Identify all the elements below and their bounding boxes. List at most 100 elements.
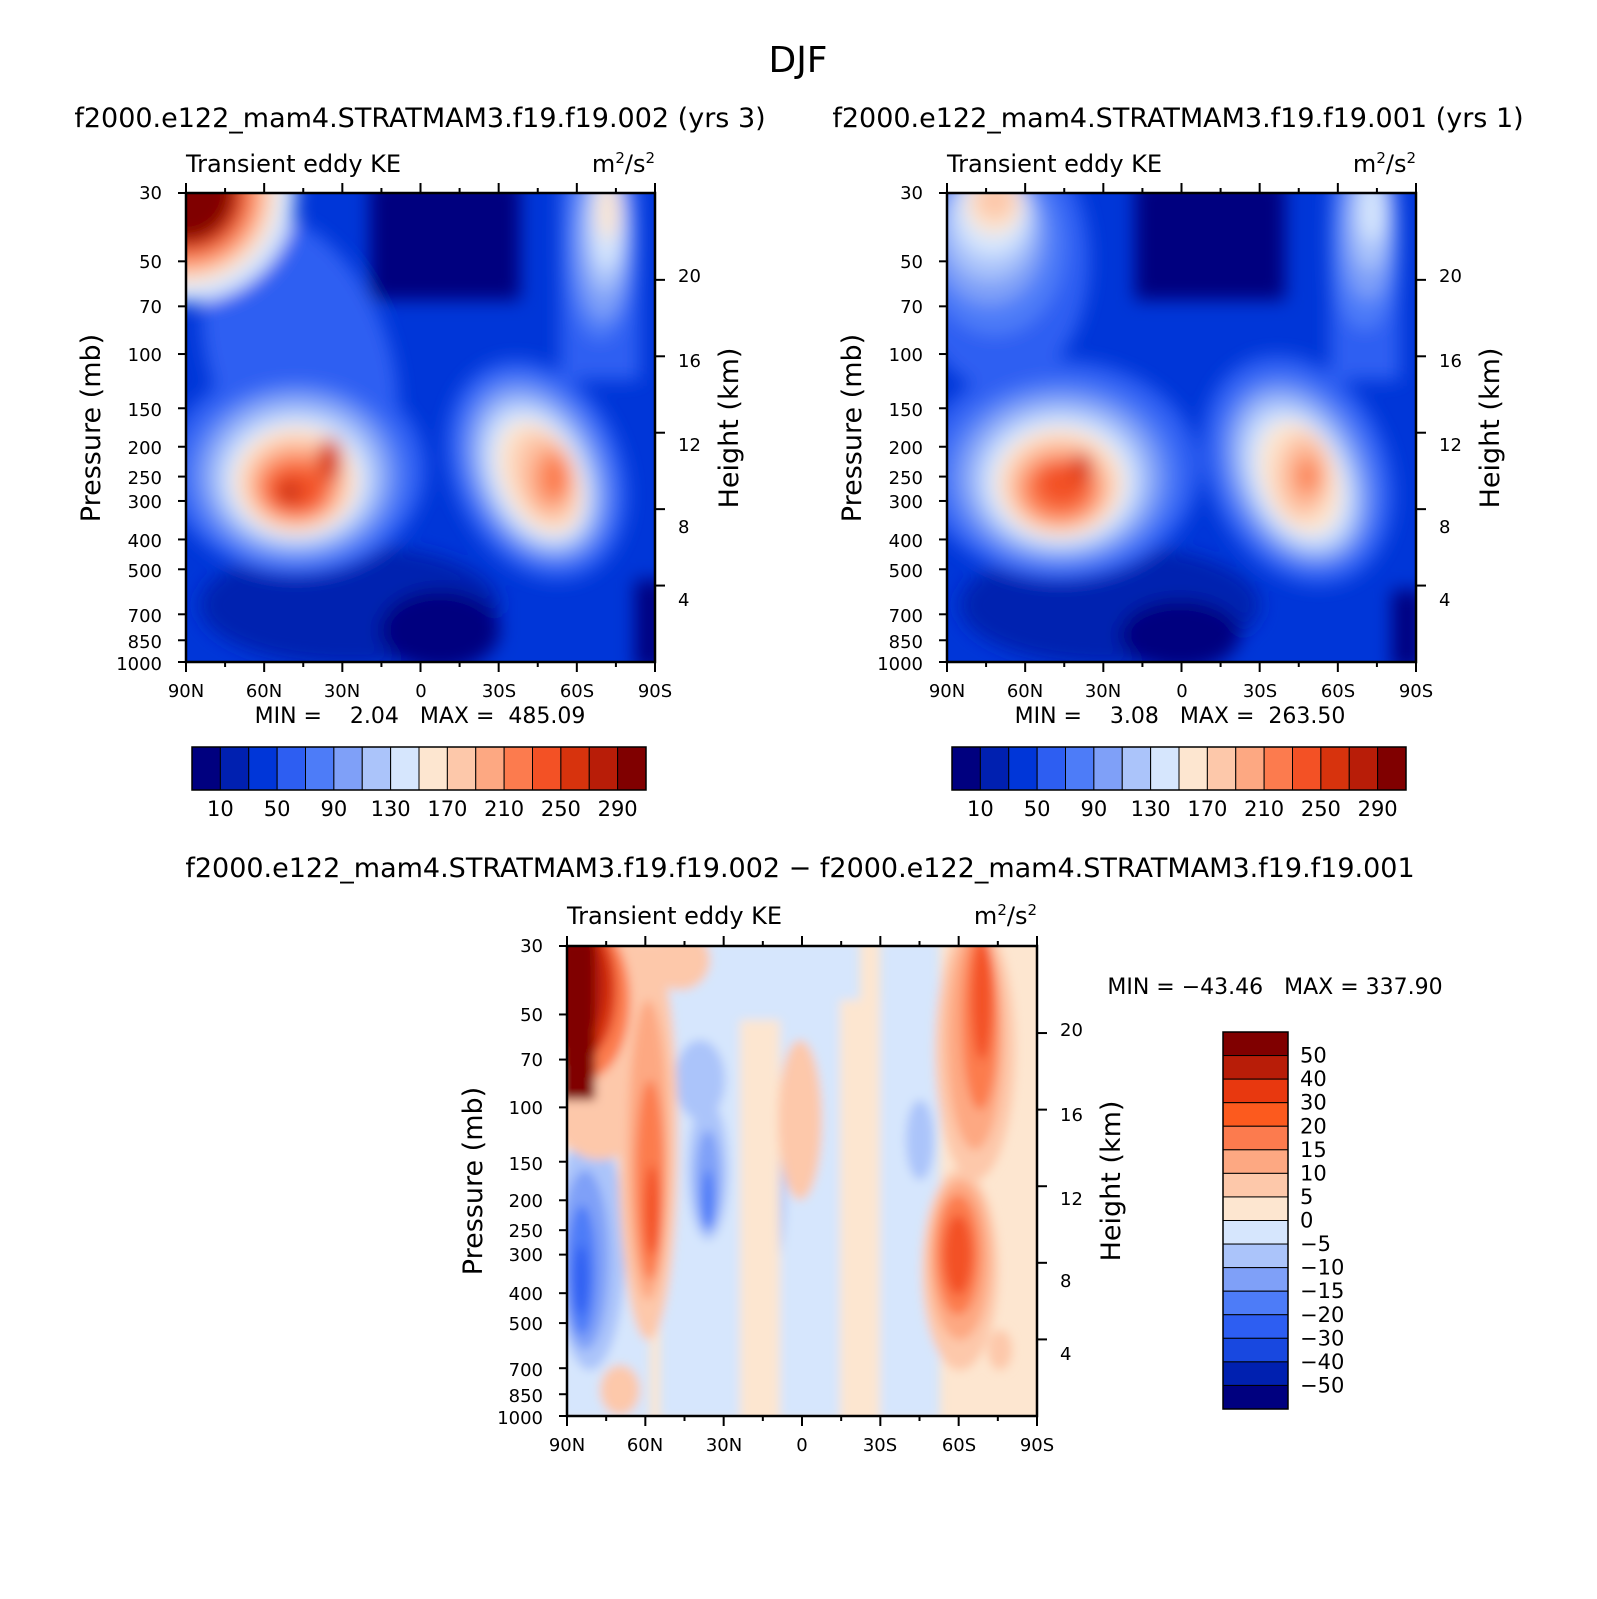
- colorbar-label: 170: [1187, 797, 1227, 821]
- y-tick-label: 850: [128, 632, 162, 653]
- colorbar-label: 90: [1081, 797, 1108, 821]
- colorbar-box: [1222, 1149, 1289, 1174]
- y-tick-label: 850: [889, 632, 923, 653]
- y-tick-label: 30: [900, 183, 923, 204]
- y2-tick-label: 20: [1060, 1020, 1083, 1041]
- min-max-bottom: MIN = −43.46 MAX = 337.90: [1107, 975, 1442, 1000]
- colorbar-label: −50: [1300, 1373, 1344, 1397]
- colorbar-label: 170: [427, 797, 467, 821]
- y2-tick-label: 16: [678, 351, 701, 372]
- colorbar-box: [305, 746, 335, 791]
- colorbar-label: 30: [1300, 1091, 1327, 1115]
- colorbar-box: [617, 746, 647, 791]
- colorbar-box: [1222, 1055, 1289, 1080]
- colorbar-label: 50: [264, 797, 291, 821]
- y2-tick-label: 4: [1439, 590, 1450, 611]
- x-tick-label: 30N: [1085, 681, 1121, 702]
- case-title-top-left: f2000.e122_mam4.STRATMAM3.f19.f19.002 (y…: [74, 103, 765, 134]
- colorbar-box: [588, 746, 619, 791]
- colorbar-label: 5: [1300, 1185, 1313, 1209]
- chart-title-bottom: Transient eddy KE: [566, 902, 782, 930]
- y-tick-label: 700: [509, 1360, 543, 1381]
- colorbar-box: [1222, 1314, 1289, 1339]
- colorbar-label: 250: [541, 797, 581, 821]
- colorbar-box: [1222, 1196, 1289, 1221]
- x-tick-label: 30S: [863, 1435, 897, 1456]
- y-tick-label: 250: [128, 468, 162, 489]
- y-tick-label: 250: [509, 1221, 543, 1242]
- colorbar-box: [276, 746, 306, 791]
- y2-tick-label: 12: [1060, 1189, 1083, 1210]
- min-max-top-right: MIN = 3.08 MAX = 263.50: [1015, 704, 1346, 729]
- colorbar-box: [560, 746, 590, 791]
- colorbar-label: 50: [1300, 1044, 1327, 1068]
- colorbar-label: 40: [1300, 1067, 1327, 1091]
- contour-field-top-right: [947, 193, 1416, 662]
- x-tick-label: 30S: [482, 681, 516, 702]
- colorbar-box: [1235, 746, 1265, 791]
- colorbar-label: 210: [1244, 797, 1284, 821]
- colorbar-box: [1121, 746, 1152, 791]
- y2-tick-label: 20: [1439, 266, 1462, 287]
- x-ticks-top-right: 90N 60N 30N 0 30S 60S 90S: [929, 681, 1433, 702]
- y-tick-label: 30: [520, 936, 543, 957]
- colorbar-box: [1377, 746, 1407, 791]
- y2-tick-label: 20: [678, 266, 701, 287]
- y2-tick-label: 4: [1060, 1344, 1071, 1365]
- y-tick-label: 300: [509, 1245, 543, 1266]
- colorbar-box: [1320, 746, 1350, 791]
- x-tick-label: 90N: [549, 1435, 585, 1456]
- x-tick-label: 0: [1176, 681, 1187, 702]
- x-tick-label: 90N: [929, 681, 965, 702]
- units-top-right: m2/s2: [1353, 149, 1416, 178]
- colorbar-box: [1222, 1125, 1289, 1151]
- chart-title-top-left: Transient eddy KE: [185, 150, 401, 178]
- colorbar-box: [475, 746, 505, 791]
- colorbar-box: [1222, 1102, 1289, 1127]
- colorbar-box: [446, 746, 477, 791]
- x-tick-label: 60N: [246, 681, 282, 702]
- y-tick-label: 100: [128, 345, 162, 366]
- contour-field-top-left: [186, 193, 655, 662]
- colorbar-frame: [1222, 1031, 1289, 1410]
- x-ticks-bottom: 90N 60N 30N 0 30S 60S 90S: [549, 1435, 1054, 1456]
- colorbar-label: 210: [484, 797, 524, 821]
- y-tick-label: 70: [520, 1050, 543, 1071]
- x-tick-label: 90S: [638, 681, 672, 702]
- colorbar-box: [1222, 1172, 1289, 1198]
- colorbar-box: [1008, 746, 1038, 791]
- chart-title-top-right: Transient eddy KE: [946, 150, 1162, 178]
- colorbar-box: [1206, 746, 1237, 791]
- colorbar-box: [979, 746, 1010, 791]
- y2-ticks-bottom: 4 8 12 16 20: [1060, 1020, 1083, 1365]
- x-tick-label: 30S: [1243, 681, 1277, 702]
- colorbar-box: [361, 746, 392, 791]
- colorbar-box: [1263, 746, 1293, 791]
- units-top-left: m2/s2: [592, 149, 655, 178]
- y-tick-label: 500: [889, 561, 923, 582]
- colorbar-label: −10: [1300, 1256, 1344, 1280]
- y-axis-label-top-left: Pressure (mb): [76, 334, 107, 522]
- y-ticks-top-left: 30 50 70 100 150 200 250 300 400 500 700…: [116, 183, 162, 675]
- y-tick-label: 70: [139, 297, 162, 318]
- colorbar-box: [1065, 746, 1095, 791]
- colorbar-box: [951, 746, 981, 791]
- y-tick-label: 1000: [497, 1408, 543, 1429]
- colorbar-box: [1222, 1267, 1289, 1292]
- colorbar-box: [418, 746, 448, 791]
- y-tick-label: 300: [889, 492, 923, 513]
- colorbar-box: [503, 746, 533, 791]
- y-tick-label: 400: [889, 531, 923, 552]
- colorbar-box: [1348, 746, 1379, 791]
- y2-axis-label-top-left: Height (km): [714, 348, 745, 509]
- colorbar-label: 290: [598, 797, 638, 821]
- y2-ticks-top-right: 4 8 12 16 20: [1439, 266, 1462, 611]
- colorbar-label: 90: [321, 797, 348, 821]
- y-tick-label: 50: [900, 252, 923, 273]
- colorbar-label: −15: [1300, 1279, 1344, 1303]
- dynamic-marks: 10 50 90 130 170 210 250 290 10 50 90 130 170 210 250 2…: [178, 183, 1426, 1426]
- y-tick-label: 100: [509, 1098, 543, 1119]
- x-tick-label: 60S: [942, 1435, 976, 1456]
- x-tick-label: 30N: [324, 681, 360, 702]
- y-ticks-bottom: 30 50 70 100 150 200 250 300 400 500 700…: [497, 936, 543, 1429]
